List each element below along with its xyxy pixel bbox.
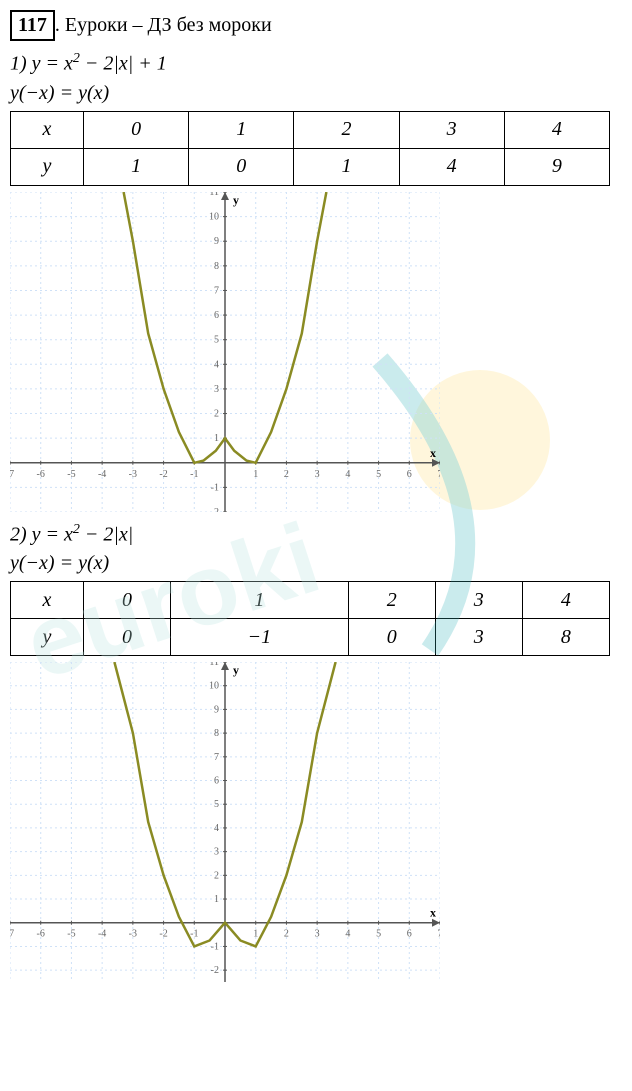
svg-text:3: 3 — [214, 384, 219, 395]
formula-main: 2) y = x2 − 2|x| — [10, 522, 622, 547]
svg-text:5: 5 — [376, 468, 381, 479]
svg-text:1: 1 — [214, 894, 219, 905]
svg-text:6: 6 — [407, 468, 412, 479]
svg-text:2: 2 — [214, 871, 219, 882]
svg-text:-2: -2 — [159, 929, 167, 940]
svg-text:4: 4 — [345, 929, 350, 940]
svg-text:-2: -2 — [159, 468, 167, 479]
svg-text:11: 11 — [209, 662, 219, 668]
svg-text:-6: -6 — [37, 929, 45, 940]
svg-text:2: 2 — [214, 408, 219, 419]
svg-text:2: 2 — [284, 468, 289, 479]
chart-svg: -7-6-5-4-3-2-11234567-2-11234567891011xy — [10, 662, 440, 982]
svg-text:5: 5 — [214, 800, 219, 811]
table-header-x: x — [11, 582, 84, 619]
svg-text:7: 7 — [214, 752, 219, 763]
svg-text:1: 1 — [253, 929, 258, 940]
table-cell: 1 — [189, 111, 294, 148]
table-cell: 0 — [348, 619, 435, 656]
table-cell: 2 — [348, 582, 435, 619]
header-text: . Еуроки – ДЗ без мороки — [55, 14, 272, 36]
problem-block: 2) y = x2 − 2|x|y(−x) = y(x)x01234y0−103… — [10, 522, 622, 983]
values-table: x01234y0−1038 — [10, 581, 610, 656]
svg-text:x: x — [430, 906, 436, 920]
chart: -7-6-5-4-3-2-11234567-2-11234567891011xy — [10, 662, 440, 982]
svg-text:4: 4 — [345, 468, 350, 479]
svg-text:y: y — [233, 193, 239, 207]
svg-text:9: 9 — [214, 705, 219, 716]
svg-text:8: 8 — [214, 261, 219, 272]
svg-text:9: 9 — [214, 236, 219, 247]
svg-text:3: 3 — [315, 929, 320, 940]
formula-symmetry: y(−x) = y(x) — [10, 552, 622, 575]
chart-svg: -7 -6 -5 -4 -3 -2 -1 1 2 3 4 5 6 7 -2 -1 1 2 3 4 5 6 7 8 9 10 11 x y — [10, 192, 440, 512]
svg-text:7: 7 — [214, 285, 219, 296]
svg-text:6: 6 — [407, 929, 412, 940]
table-cell: 0 — [84, 619, 171, 656]
svg-text:3: 3 — [214, 847, 219, 858]
svg-text:y: y — [233, 663, 239, 677]
svg-text:4: 4 — [214, 359, 219, 370]
table-header-y: y — [11, 619, 84, 656]
table-cell: 0 — [84, 582, 171, 619]
chart: -7 -6 -5 -4 -3 -2 -1 1 2 3 4 5 6 7 -2 -1 1 2 3 4 5 6 7 8 9 10 11 x y — [10, 192, 440, 512]
table-header-x: x — [11, 111, 84, 148]
problem-block: 1) y = x2 − 2|x| + 1y(−x) = y(x)x01234y1… — [10, 51, 622, 512]
svg-text:7: 7 — [438, 468, 441, 479]
svg-text:10: 10 — [209, 211, 219, 222]
svg-text:-5: -5 — [67, 929, 75, 940]
formula-symmetry: y(−x) = y(x) — [10, 82, 622, 105]
svg-text:2: 2 — [284, 929, 289, 940]
table-cell: 3 — [435, 619, 522, 656]
page-header: 117. Еуроки – ДЗ без мороки — [10, 10, 622, 41]
svg-text:5: 5 — [376, 929, 381, 940]
table-cell: −1 — [171, 619, 349, 656]
svg-text:8: 8 — [214, 728, 219, 739]
table-cell: 3 — [399, 111, 504, 148]
table-cell: 4 — [522, 582, 609, 619]
table-cell: 1 — [171, 582, 349, 619]
svg-text:3: 3 — [315, 468, 320, 479]
table-cell: 3 — [435, 582, 522, 619]
svg-text:-7: -7 — [10, 929, 14, 940]
table-cell: 1 — [294, 148, 399, 185]
svg-text:7: 7 — [438, 929, 441, 940]
svg-text:-5: -5 — [67, 468, 75, 479]
svg-text:6: 6 — [214, 776, 219, 787]
svg-text:x: x — [430, 445, 436, 459]
table-header-y: y — [11, 148, 84, 185]
table-cell: 0 — [189, 148, 294, 185]
svg-text:11: 11 — [209, 192, 219, 198]
svg-text:10: 10 — [209, 681, 219, 692]
values-table: x01234y10149 — [10, 111, 610, 186]
table-cell: 8 — [522, 619, 609, 656]
svg-text:-1: -1 — [211, 482, 219, 493]
table-cell: 1 — [84, 148, 189, 185]
svg-text:-4: -4 — [98, 929, 106, 940]
table-cell: 2 — [294, 111, 399, 148]
svg-text:5: 5 — [214, 334, 219, 345]
svg-text:4: 4 — [214, 823, 219, 834]
svg-text:-3: -3 — [129, 929, 137, 940]
svg-text:-4: -4 — [98, 468, 106, 479]
svg-text:-2: -2 — [211, 507, 219, 512]
svg-text:-1: -1 — [190, 468, 198, 479]
svg-text:-3: -3 — [129, 468, 137, 479]
svg-text:-1: -1 — [211, 942, 219, 953]
table-cell: 0 — [84, 111, 189, 148]
problem-number: 117 — [10, 10, 55, 41]
svg-text:6: 6 — [214, 310, 219, 321]
svg-text:1: 1 — [253, 468, 258, 479]
table-cell: 4 — [504, 111, 609, 148]
svg-text:-6: -6 — [37, 468, 45, 479]
table-cell: 4 — [399, 148, 504, 185]
svg-text:-7: -7 — [10, 468, 14, 479]
formula-main: 1) y = x2 − 2|x| + 1 — [10, 51, 622, 76]
table-cell: 9 — [504, 148, 609, 185]
svg-text:-2: -2 — [211, 965, 219, 976]
svg-text:1: 1 — [214, 433, 219, 444]
